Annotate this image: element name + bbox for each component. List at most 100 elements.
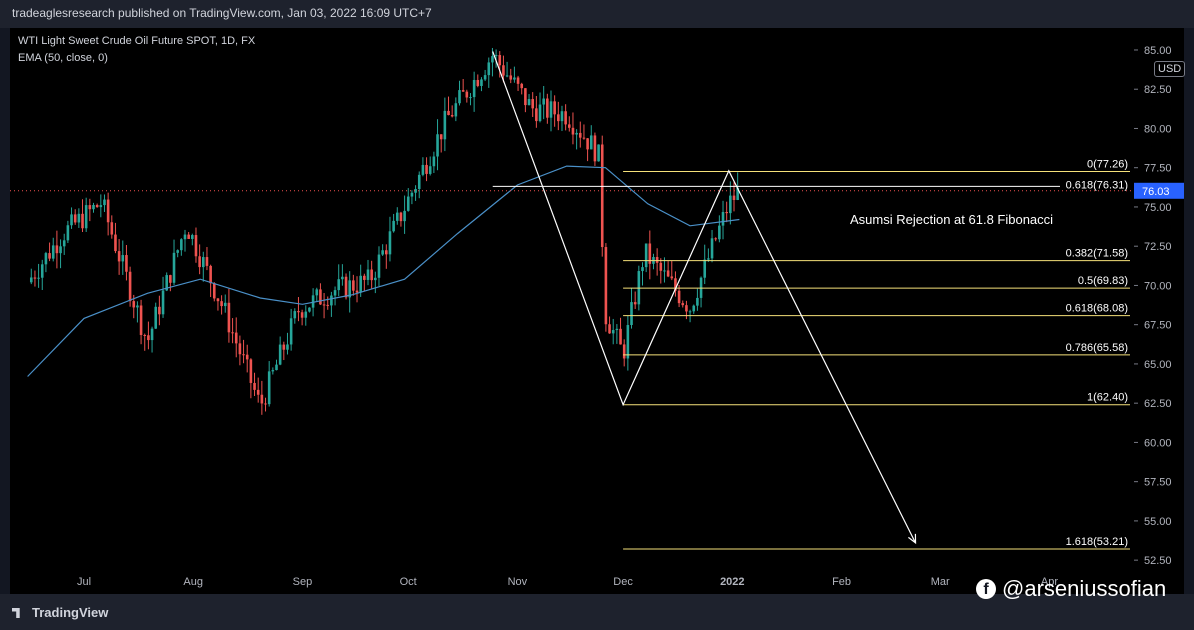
candle-body xyxy=(242,354,245,356)
candle-body xyxy=(542,98,545,105)
candle-body xyxy=(158,306,161,315)
price-tick-label: 57.50 xyxy=(1144,477,1172,489)
published-info: tradeaglesresearch published on TradingV… xyxy=(12,6,432,20)
time-tick-label: Mar xyxy=(931,576,950,588)
time-tick-label: Oct xyxy=(400,576,417,588)
candle-body xyxy=(578,132,582,138)
symbol-legend[interactable]: WTI Light Sweet Crude Oil Future SPOT, 1… xyxy=(18,35,256,47)
candle-body xyxy=(147,335,150,341)
candle-body xyxy=(557,114,560,122)
trend-drawing xyxy=(492,51,917,545)
candle-body xyxy=(718,225,721,240)
candle-body xyxy=(491,56,494,63)
candle-body xyxy=(150,328,154,341)
candle-body xyxy=(55,245,59,254)
candle-body xyxy=(498,55,502,66)
candle-body xyxy=(311,295,315,308)
watermark: f @arseniussofian xyxy=(976,576,1166,602)
candle-body xyxy=(655,257,659,263)
last-price-badge xyxy=(1134,182,1184,199)
candle-body xyxy=(454,103,458,117)
candle-body xyxy=(707,258,710,260)
candle-body xyxy=(395,212,399,221)
candle-body xyxy=(546,98,549,118)
watermark-handle: @arseniussofian xyxy=(1002,576,1167,601)
candle-body xyxy=(589,135,593,150)
candle-body xyxy=(293,311,297,319)
candle-body xyxy=(374,277,377,281)
candle-body xyxy=(696,297,699,306)
candle-body xyxy=(630,302,633,326)
price-tick-label: 70.00 xyxy=(1144,280,1172,292)
candle-body xyxy=(425,164,428,174)
time-tick-label: Feb xyxy=(832,576,851,588)
candle-body xyxy=(487,62,491,76)
candle-body xyxy=(315,289,319,296)
candle-body xyxy=(406,196,410,211)
candle-body xyxy=(231,332,234,334)
arrow-head xyxy=(908,533,917,545)
candle-body xyxy=(535,108,538,122)
candle-body xyxy=(183,234,187,240)
candle-body xyxy=(710,238,714,259)
candle-body xyxy=(597,144,600,162)
candle-body xyxy=(648,243,652,264)
fib-level-label: 0(77.26) xyxy=(1087,158,1128,170)
candle-body xyxy=(308,307,311,312)
candle-body xyxy=(725,212,728,214)
candle-body xyxy=(201,257,205,268)
candle-body xyxy=(330,295,333,306)
candle-body xyxy=(341,276,344,280)
fib-level-label: 0.786(65.58) xyxy=(1066,342,1128,354)
candle-body xyxy=(447,110,450,116)
candle-body xyxy=(117,251,121,262)
price-chart[interactable]: 85.00 82.50 80.00 77.50 75.00 72.50 70.00 67.50… xyxy=(10,28,1184,594)
tradingview-logo[interactable]: TradingView xyxy=(12,605,108,620)
candle-body xyxy=(366,269,370,280)
candle-body xyxy=(692,305,696,312)
candle-body xyxy=(180,239,183,251)
candle-body xyxy=(223,302,227,307)
price-tick-label: 55.00 xyxy=(1144,516,1172,528)
candle-body xyxy=(622,344,626,359)
candle-body xyxy=(502,65,505,76)
candle-body xyxy=(384,250,388,255)
currency-badge[interactable]: USD xyxy=(1154,61,1186,77)
candle-body xyxy=(333,290,337,296)
candle-body xyxy=(267,371,271,405)
candle-body xyxy=(450,115,454,117)
candle-body xyxy=(304,311,308,318)
candle-body xyxy=(172,252,176,283)
candle-body xyxy=(666,270,670,277)
candle-body xyxy=(377,254,381,278)
candle-body xyxy=(714,238,717,240)
candle-body xyxy=(359,275,362,293)
candle-body xyxy=(260,394,264,404)
annotation: Asumsi Rejection at 61.8 Fibonacci xyxy=(850,212,1053,227)
candle-body xyxy=(271,370,275,372)
candle-body xyxy=(114,234,117,252)
candle-body xyxy=(198,256,201,268)
fib-level-label: 0.382(71.58) xyxy=(1066,248,1128,260)
candle-body xyxy=(531,99,534,109)
candle-body xyxy=(355,290,359,293)
time-tick-label: Jul xyxy=(77,576,91,588)
candle-body xyxy=(73,214,77,223)
ema-legend[interactable]: EMA (50, close, 0) xyxy=(18,52,108,64)
candle-body xyxy=(344,276,348,298)
candle-body xyxy=(169,275,172,283)
candle-body xyxy=(62,240,66,247)
time-tick-label: Apr xyxy=(1041,576,1058,588)
candle-body xyxy=(103,199,106,206)
price-tick-label: 52.50 xyxy=(1144,555,1172,567)
candle-body xyxy=(611,330,615,334)
candle-body xyxy=(465,91,469,98)
candle-body xyxy=(154,306,158,329)
candle-body xyxy=(593,135,597,162)
candle-body xyxy=(187,234,190,239)
candle-body xyxy=(191,235,194,239)
price-tick-label: 80.00 xyxy=(1144,123,1172,135)
candle-body xyxy=(670,276,674,279)
candle-body xyxy=(685,305,688,312)
chart-area[interactable]: 85.00 82.50 80.00 77.50 75.00 72.50 70.00 67.50… xyxy=(10,28,1186,594)
